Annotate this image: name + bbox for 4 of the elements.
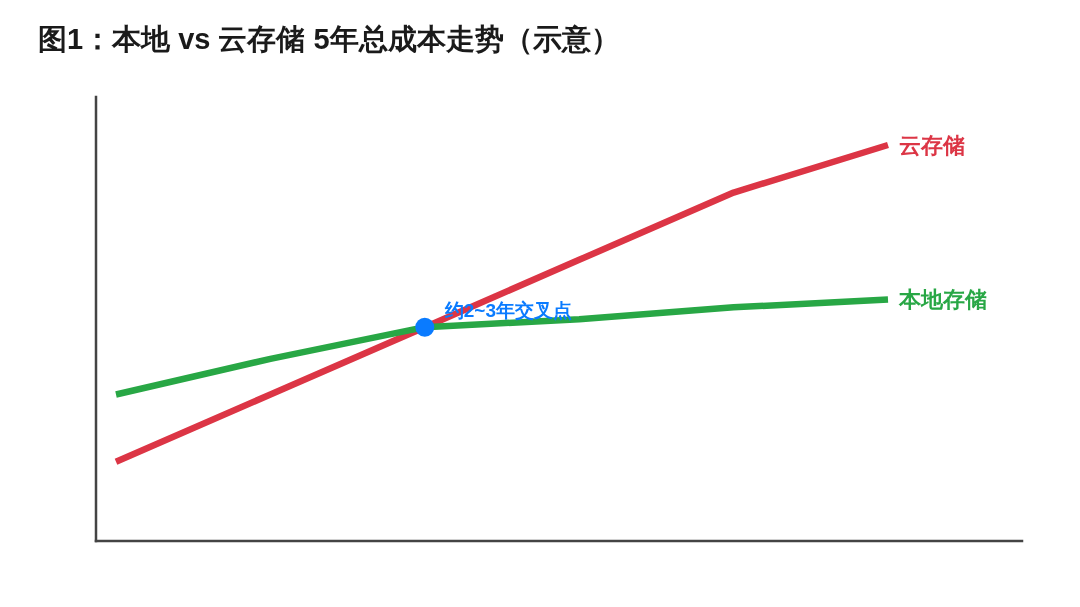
series-label: 云存储 [899, 132, 965, 158]
series-label: 本地存储 [899, 286, 987, 312]
title: 图1：本地 vs 云存储 5年总成本走势（示意） [38, 23, 620, 55]
annotation: 约2~3年交叉点 [444, 299, 573, 321]
